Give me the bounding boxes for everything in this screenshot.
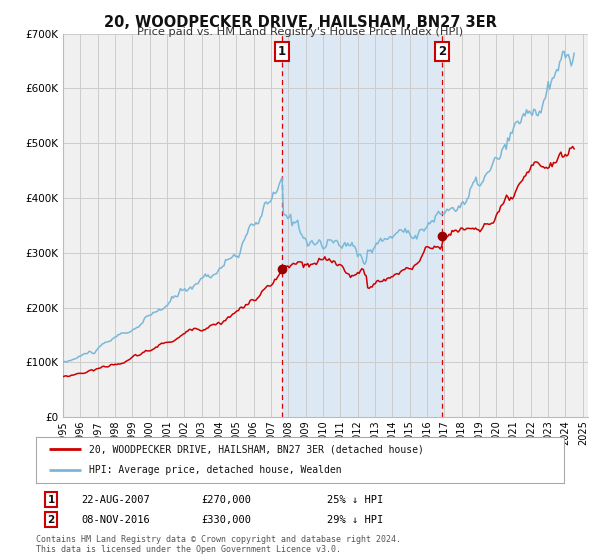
Text: 20, WOODPECKER DRIVE, HAILSHAM, BN27 3ER (detached house): 20, WOODPECKER DRIVE, HAILSHAM, BN27 3ER…	[89, 444, 424, 454]
Text: Contains HM Land Registry data © Crown copyright and database right 2024.
This d: Contains HM Land Registry data © Crown c…	[36, 535, 401, 554]
Bar	[282, 34, 442, 417]
Text: 22-AUG-2007: 22-AUG-2007	[81, 494, 150, 505]
Text: 08-NOV-2016: 08-NOV-2016	[81, 515, 150, 525]
Text: HPI: Average price, detached house, Wealden: HPI: Average price, detached house, Weal…	[89, 465, 341, 475]
Text: 2: 2	[47, 515, 55, 525]
Text: 1: 1	[47, 494, 55, 505]
Text: 1: 1	[278, 45, 286, 58]
Text: 20, WOODPECKER DRIVE, HAILSHAM, BN27 3ER: 20, WOODPECKER DRIVE, HAILSHAM, BN27 3ER	[104, 15, 496, 30]
Text: 29% ↓ HPI: 29% ↓ HPI	[327, 515, 383, 525]
Text: 25% ↓ HPI: 25% ↓ HPI	[327, 494, 383, 505]
Text: £330,000: £330,000	[201, 515, 251, 525]
Text: 2: 2	[437, 45, 446, 58]
Text: £270,000: £270,000	[201, 494, 251, 505]
Text: Price paid vs. HM Land Registry's House Price Index (HPI): Price paid vs. HM Land Registry's House …	[137, 27, 463, 37]
